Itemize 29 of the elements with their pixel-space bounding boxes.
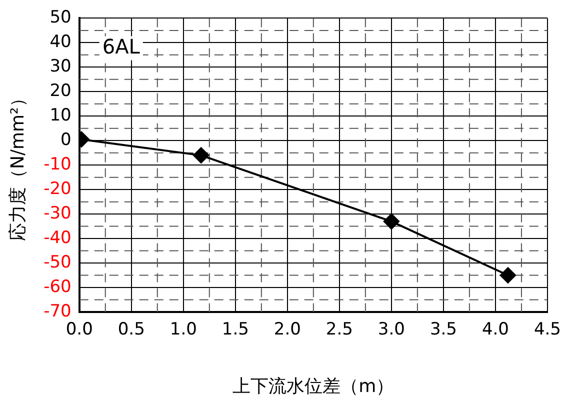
- x-axis-title: 上下流水位差（m）: [232, 376, 394, 397]
- y-tick-label: 40: [50, 32, 72, 52]
- x-tick-label: 4.5: [534, 320, 562, 340]
- y-tick-label: -60: [44, 276, 72, 297]
- y-tick-label: 10: [50, 106, 72, 126]
- y-tick-label: 20: [50, 81, 72, 102]
- x-tick-label: 2.0: [274, 320, 301, 340]
- point: [383, 213, 400, 230]
- x-tick-label: 2.5: [326, 320, 353, 340]
- x-tick-label: 4.0: [482, 320, 509, 340]
- x-tick-label: 3.0: [378, 320, 405, 340]
- x-tick-label: 0.5: [118, 320, 145, 340]
- y-tick-label: -50: [44, 252, 72, 272]
- point: [193, 147, 210, 164]
- point: [500, 267, 516, 284]
- y-tick-label: -30: [44, 203, 72, 224]
- y-tick-label: 0: [60, 130, 72, 150]
- y-tick-label: -70: [44, 301, 72, 322]
- x-tick-label: 1.5: [222, 320, 249, 340]
- y-tick-label: -20: [44, 179, 72, 200]
- x-tick-label: 1.0: [170, 320, 197, 340]
- y-tick-label: 30: [50, 56, 72, 77]
- y-tick-label: 50: [50, 8, 72, 28]
- y-tick-label: -10: [44, 154, 72, 175]
- y-axis-title: 応力度（N/mm²）: [7, 89, 28, 242]
- x-tick-label: 3.5: [430, 320, 457, 340]
- annotation: 6AL: [102, 34, 141, 58]
- x-tick-label: 0.0: [66, 320, 93, 340]
- y-tick-label: -40: [44, 228, 72, 248]
